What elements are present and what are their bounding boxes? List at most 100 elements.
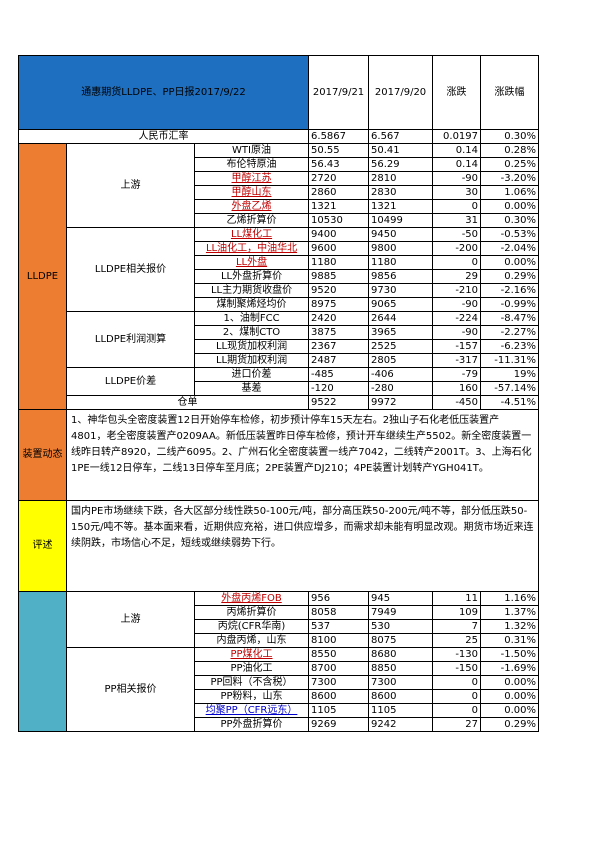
pp-price-chg: 0 xyxy=(432,675,482,690)
pp-price-chg: -150 xyxy=(432,661,482,676)
lldpe-upstream-name: 甲醇山东 xyxy=(193,185,310,200)
device-label: 装置动态 xyxy=(18,409,67,501)
lldpe-upstream-name: 外盘乙烯 xyxy=(193,199,310,214)
lldpe-spread-chg: 160 xyxy=(432,381,482,396)
lldpe-price-name: LL外盘 xyxy=(193,255,310,270)
lldpe-upstream-pct: 0.28% xyxy=(480,143,540,158)
lldpe-profit-v1: 3875 xyxy=(308,325,370,340)
pp-upstream-label: 上游 xyxy=(66,591,195,648)
lldpe-profit-chg: -157 xyxy=(432,339,482,354)
lldpe-upstream-v1: 10530 xyxy=(308,213,370,228)
pp-upstream-pct: 1.16% xyxy=(480,591,540,606)
lldpe-spread-name: 基差 xyxy=(193,381,310,396)
pp-upstream-name: 丙烯折算价 xyxy=(193,605,310,620)
pp-upstream-v2: 530 xyxy=(368,619,434,634)
lldpe-profit-name: LL期货加权利润 xyxy=(193,353,310,368)
pp-price-v1: 8600 xyxy=(308,689,370,704)
device-row: 装置动态 1、神华包头全密度装置12日开始停车检修，初步预计停车15天左右。2独山… xyxy=(18,409,540,501)
review-label: 评述 xyxy=(18,500,67,592)
lldpe-spread-pct: 19% xyxy=(480,367,540,382)
lldpe-price-chg: -90 xyxy=(432,297,482,312)
pp-upstream-name: 内盘丙烯，山东 xyxy=(193,633,310,648)
lldpe-profit-v1: 2420 xyxy=(308,311,370,326)
lldpe-upstream-v1: 50.55 xyxy=(308,143,370,158)
lldpe-price-chg: 0 xyxy=(432,255,482,270)
table-row: 乙烯折算价 10530 10499 31 0.30% xyxy=(19,213,540,228)
report-grid: 通惠期货LLDPE、PP日报2017/9/22 2017/9/21 2017/9… xyxy=(17,55,540,732)
lldpe-upstream-label: 上游 xyxy=(66,143,195,228)
table-row: PP相关报价 PP煤化工 8550 8680 -130 -1.50% xyxy=(19,647,540,732)
review-text: 国内PE市场继续下跌，各大区部分线性跌50-100元/吨，部分高压跌50-200… xyxy=(65,500,540,592)
lldpe-price-pct: -0.53% xyxy=(480,227,540,242)
lldpe-price-chg: -50 xyxy=(432,227,482,242)
lldpe-price-name: 煤制聚烯烃均价 xyxy=(193,297,310,312)
lldpe-section-label: LLDPE xyxy=(18,143,67,410)
lldpe-upstream-pct: 0.25% xyxy=(480,157,540,172)
lldpe-price-v1: 1180 xyxy=(308,255,370,270)
lldpe-price-pct: 0.00% xyxy=(480,255,540,270)
table-row: PP外盘折算价 9269 9242 27 0.29% xyxy=(19,717,540,732)
lldpe-price-v2: 9450 xyxy=(368,227,434,242)
pp-upstream-v1: 956 xyxy=(308,591,370,606)
lldpe-price-pct: -2.04% xyxy=(480,241,540,256)
table-row: 丙烷(CFR华南) 537 530 7 1.32% xyxy=(19,619,540,634)
pp-upstream-pct: 1.37% xyxy=(480,605,540,620)
pp-price-pct: 0.00% xyxy=(480,689,540,704)
pp-price-v2: 8850 xyxy=(368,661,434,676)
lldpe-upstream-pct: 1.06% xyxy=(480,185,540,200)
pp-upstream-pct: 0.31% xyxy=(480,633,540,648)
lldpe-upstream-v1: 56.43 xyxy=(308,157,370,172)
warehouse-name: 仓单 xyxy=(65,395,310,410)
table-row: LL外盘折算价 9885 9856 29 0.29% xyxy=(19,269,540,284)
pp-price-name: PP粉料，山东 xyxy=(193,689,310,704)
lldpe-profit-chg: -224 xyxy=(432,311,482,326)
lldpe-upstream-v1: 2720 xyxy=(308,171,370,186)
fx-v1: 6.5867 xyxy=(308,129,370,144)
lldpe-upstream-name: WTI原油 xyxy=(193,143,310,158)
pp-price-chg: 0 xyxy=(432,689,482,704)
lldpe-profit-v1: 2487 xyxy=(308,353,370,368)
lldpe-upstream-name: 布伦特原油 xyxy=(193,157,310,172)
lldpe-upstream-name: 甲醇江苏 xyxy=(193,171,310,186)
pp-price-name: PP油化工 xyxy=(193,661,310,676)
table-row: PP粉料，山东 8600 8600 0 0.00% xyxy=(19,689,540,704)
warehouse-chg: -450 xyxy=(432,395,482,410)
device-text: 1、神华包头全密度装置12日开始停车检修，初步预计停车15天左右。2独山子石化老… xyxy=(65,409,540,501)
lldpe-price-pct: 0.29% xyxy=(480,269,540,284)
table-row: 外盘乙烯 1321 1321 0 0.00% xyxy=(19,199,540,214)
table-row: LLDPE价差 进口价差 -485 -406 -79 19% xyxy=(19,367,540,396)
lldpe-profit-v2: 2525 xyxy=(368,339,434,354)
lldpe-profit-name: 2、煤制CTO xyxy=(193,325,310,340)
pp-price-chg: 27 xyxy=(432,717,482,732)
lldpe-profit-pct: -11.31% xyxy=(480,353,540,368)
lldpe-upstream-v2: 2830 xyxy=(368,185,434,200)
pp-price-chg: -130 xyxy=(432,647,482,662)
pp-price-pct: 0.00% xyxy=(480,675,540,690)
table-row: LL期货加权利润 2487 2805 -317 -11.31% xyxy=(19,353,540,368)
fx-chg: 0.0197 xyxy=(432,129,482,144)
pp-upstream-v1: 8100 xyxy=(308,633,370,648)
pp-upstream-v1: 8058 xyxy=(308,605,370,620)
lldpe-price-v1: 9400 xyxy=(308,227,370,242)
pp-price-pct: -1.69% xyxy=(480,661,540,676)
daily-report-table: 通惠期货LLDPE、PP日报2017/9/22 2017/9/21 2017/9… xyxy=(17,55,540,732)
lldpe-price-chg: -200 xyxy=(432,241,482,256)
lldpe-price-v2: 9065 xyxy=(368,297,434,312)
lldpe-spread-name: 进口价差 xyxy=(193,367,310,382)
pp-price-v2: 9242 xyxy=(368,717,434,732)
lldpe-spread-v1: -120 xyxy=(308,381,370,396)
lldpe-profit-v2: 2805 xyxy=(368,353,434,368)
fx-v2: 6.567 xyxy=(368,129,434,144)
lldpe-profit-chg: -90 xyxy=(432,325,482,340)
report-title: 通惠期货LLDPE、PP日报2017/9/22 xyxy=(17,55,310,130)
pp-price-name: PP煤化工 xyxy=(193,647,310,662)
col-change-pct: 涨跌幅 xyxy=(480,55,540,130)
lldpe-profit-v1: 2367 xyxy=(308,339,370,354)
lldpe-spread-label: LLDPE价差 xyxy=(66,367,195,396)
pp-price-name: 均聚PP（CFR远东） xyxy=(193,703,310,718)
pp-price-pct: 0.00% xyxy=(480,703,540,718)
header-row: 通惠期货LLDPE、PP日报2017/9/22 2017/9/21 2017/9… xyxy=(17,55,540,130)
lldpe-spread-v2: -280 xyxy=(368,381,434,396)
col-change: 涨跌 xyxy=(432,55,482,130)
fx-row: 人民币汇率 6.5867 6.567 0.0197 0.30% xyxy=(17,129,540,144)
